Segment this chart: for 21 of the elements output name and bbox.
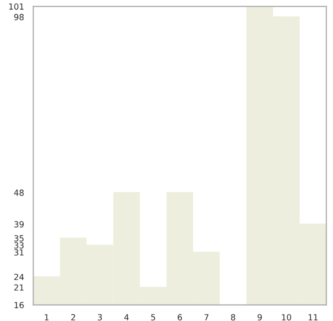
x-tick-label: 9 <box>258 314 262 320</box>
x-tick-label: 4 <box>124 314 129 320</box>
x-tick-label: 8 <box>231 314 236 320</box>
x-tick-label: 5 <box>151 314 156 320</box>
x-tick-label: 1 <box>44 314 48 320</box>
y-tick-label: 48 <box>14 190 24 196</box>
x-tick-label: 11 <box>308 314 318 320</box>
x-tick-label: 10 <box>282 314 292 320</box>
y-tick-label: 33 <box>14 242 24 249</box>
y-tick-label: 21 <box>14 284 24 291</box>
x-tick-label: 7 <box>204 314 208 320</box>
y-tick-label: 24 <box>14 274 24 280</box>
y-tick-label: 31 <box>14 249 24 256</box>
y-tick-label: 35 <box>14 235 24 242</box>
x-tick-label: 6 <box>178 314 182 320</box>
x-tick-label: 2 <box>71 314 76 320</box>
y-tick-label: 98 <box>14 14 24 20</box>
y-tick-label: 16 <box>14 302 24 308</box>
y-tick-label: 101 <box>9 3 24 10</box>
y-tick-label: 39 <box>14 221 24 228</box>
x-tick-label: 3 <box>98 314 102 320</box>
